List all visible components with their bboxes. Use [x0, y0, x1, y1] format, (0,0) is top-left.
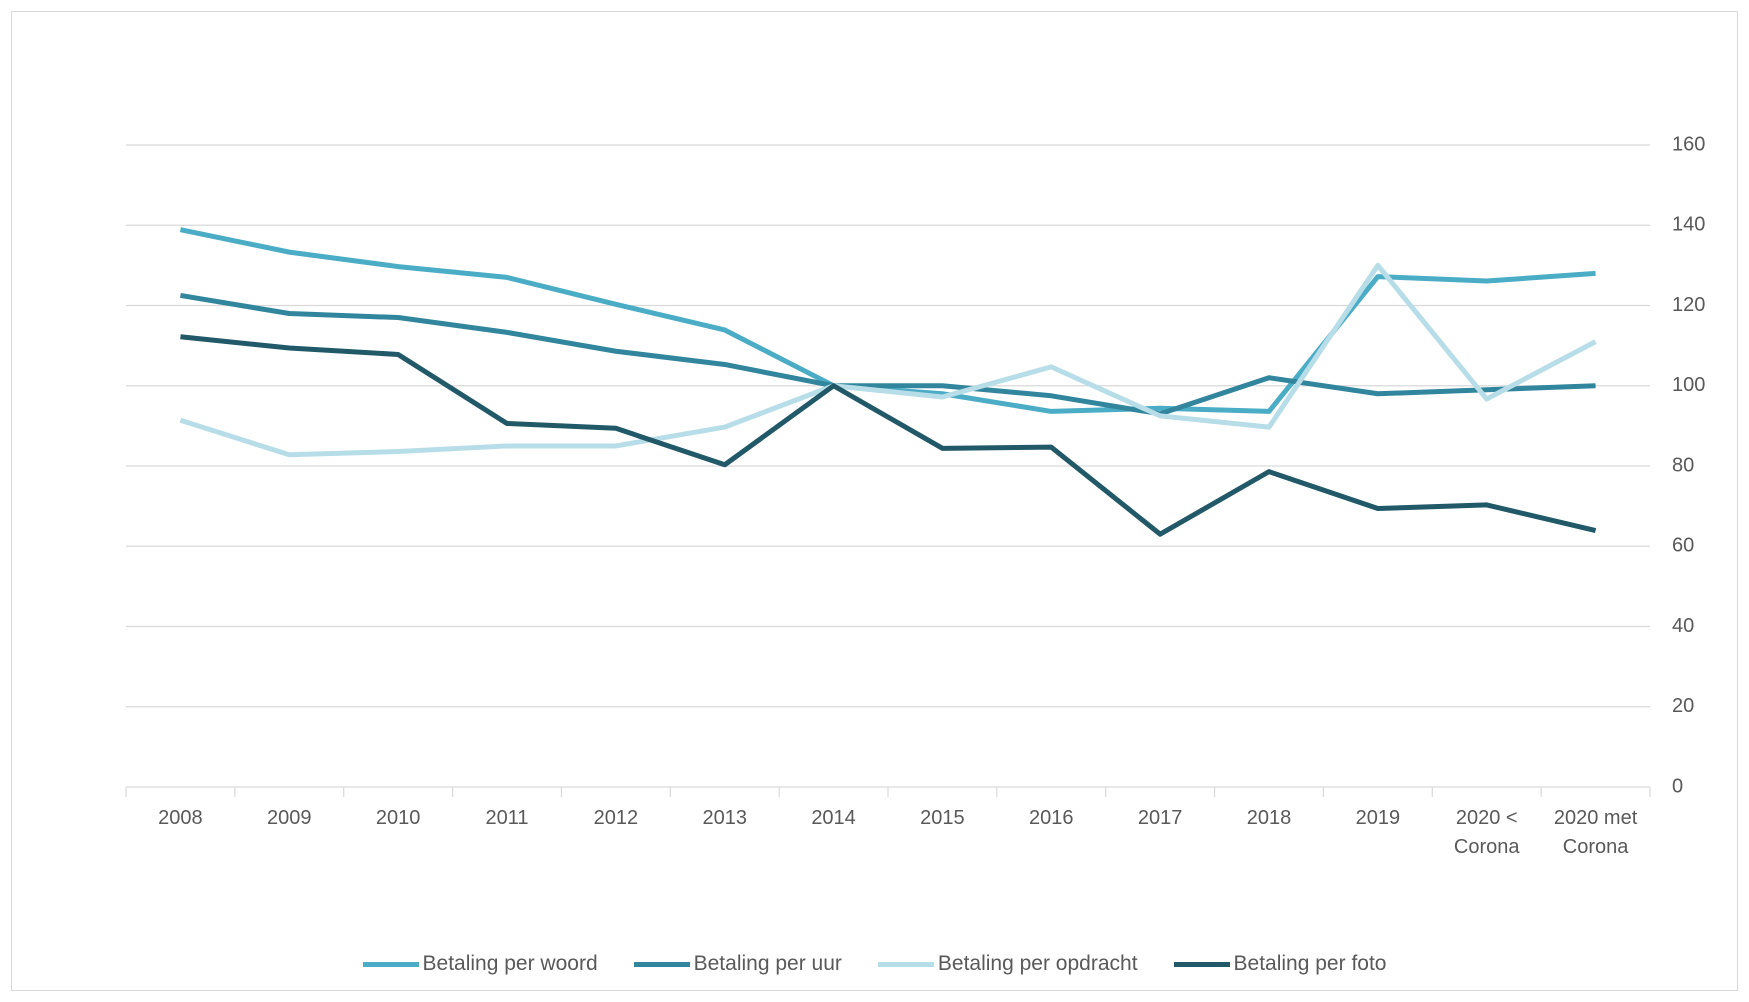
x-tick-label: 2014	[811, 807, 856, 829]
legend-swatch	[633, 961, 690, 967]
x-tick-label: 2012	[593, 807, 639, 829]
y-tick-label: 80	[1672, 454, 1694, 476]
x-tick-label: 2018	[1246, 807, 1292, 829]
legend-item: Betaling per foto	[1173, 952, 1387, 976]
legend: Betaling per woord Betaling per uur Betali…	[0, 952, 1749, 976]
legend-item: Betaling per opdracht	[877, 952, 1138, 976]
legend-label: Betaling per opdracht	[937, 952, 1138, 975]
x-tick-label: 2016	[1029, 807, 1074, 829]
y-tick-label: 100	[1672, 374, 1705, 396]
x-tick-label: 2020 < Corona	[1453, 807, 1520, 858]
y-tick-label: 20	[1672, 695, 1694, 717]
x-tick-label: 2011	[485, 807, 529, 829]
legend-item: Betaling per uur	[633, 952, 842, 976]
series-line	[180, 334, 1597, 537]
x-tick-label: 2013	[702, 807, 747, 829]
y-tick-label: 0	[1672, 775, 1683, 797]
legend-swatch	[362, 961, 419, 967]
x-tick-label: 2019	[1355, 807, 1401, 829]
x-tick-label: 2020 met Corona	[1553, 807, 1638, 858]
chart-frame	[11, 11, 1738, 991]
x-tick-label: 2009	[267, 807, 312, 829]
y-tick-label: 40	[1672, 615, 1694, 637]
series-line	[179, 262, 1597, 458]
x-tick-label: 2015	[920, 807, 965, 829]
y-tick-label: 140	[1672, 214, 1705, 236]
y-tick-label: 60	[1672, 535, 1694, 557]
x-tick-label: 2008	[158, 807, 203, 829]
y-tick-label: 120	[1672, 294, 1705, 316]
legend-label: Betaling per foto	[1233, 952, 1387, 975]
y-tick-label: 160	[1672, 133, 1705, 155]
legend-swatch	[1173, 961, 1230, 967]
x-tick-label: 2017	[1137, 807, 1183, 829]
series-line	[180, 293, 1596, 417]
legend-label: Betaling per woord	[422, 952, 598, 975]
legend-swatch	[877, 961, 934, 967]
x-tick-label: 2010	[375, 807, 421, 829]
legend-item: Betaling per woord	[362, 952, 598, 976]
legend-label: Betaling per uur	[693, 952, 842, 975]
